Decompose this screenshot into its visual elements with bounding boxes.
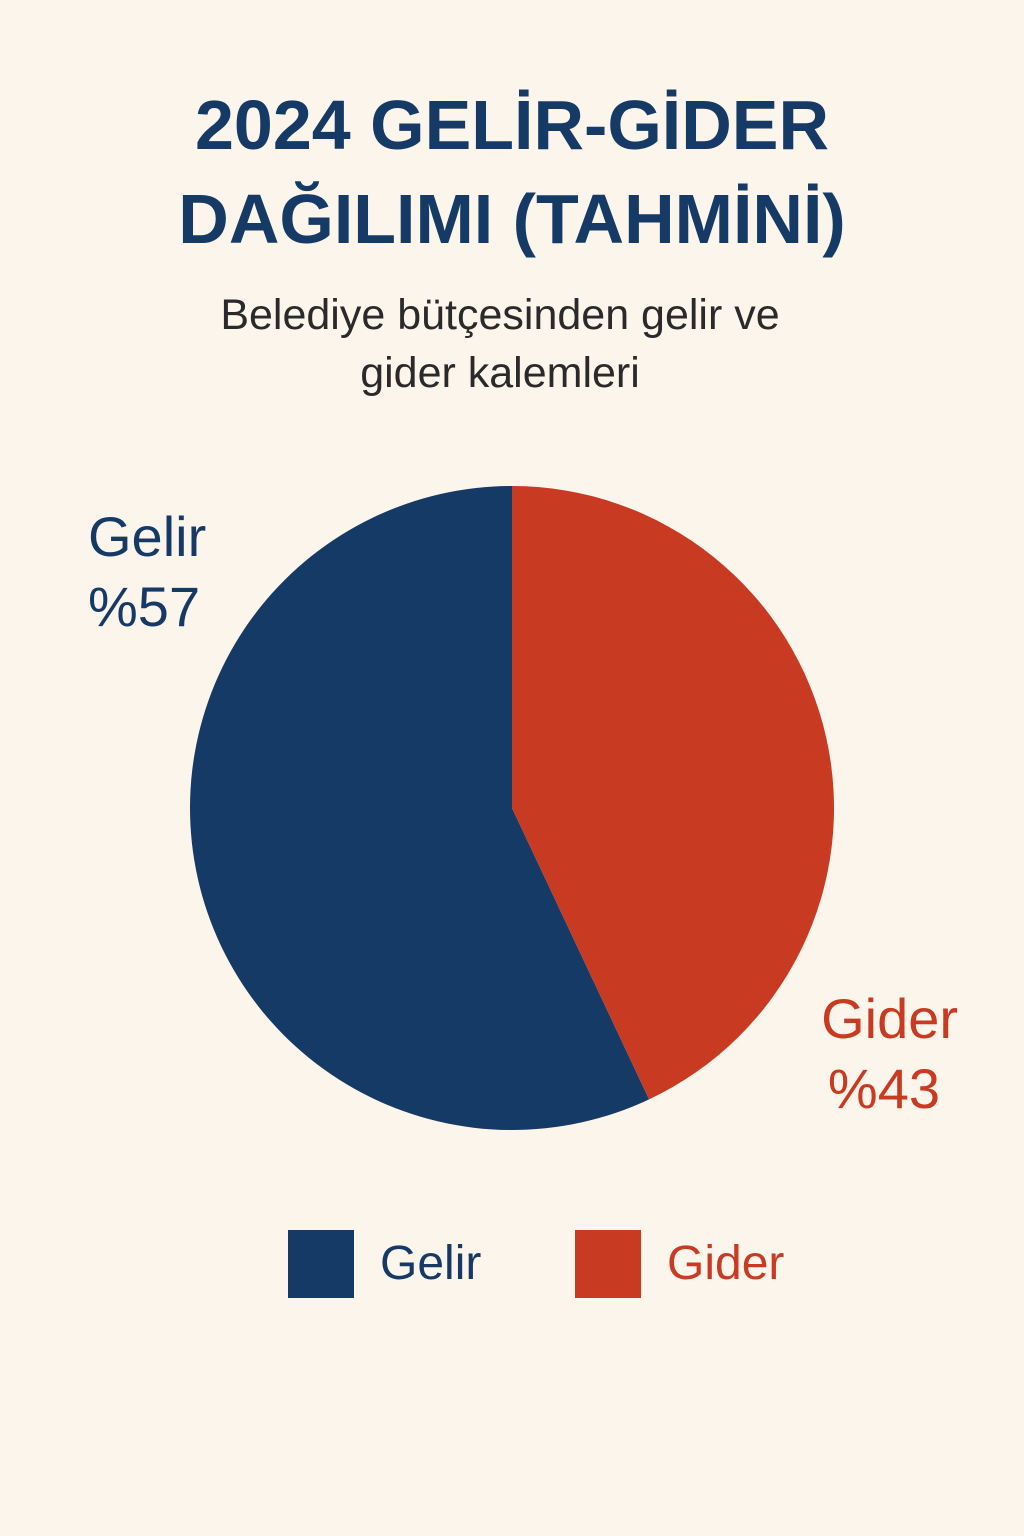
chart-subtitle: Belediye bütçesinden gelir ve gider kale… [0, 286, 1000, 402]
slice-label-gelir-percent: %57 [88, 575, 200, 638]
legend-swatch-gider [575, 1230, 641, 1298]
legend-label-gider: Gider [667, 1237, 785, 1290]
chart-title-line-2: DAĞILIMI (TAHMİNİ) [178, 180, 846, 258]
slice-label-gider-percent: %43 [828, 1057, 940, 1120]
slice-label-gelir-name: Gelir [88, 505, 206, 568]
chart-title-line-1: 2024 GELİR-GİDER [194, 86, 830, 164]
chart-title: 2024 GELİR-GİDER DAĞILIMI (TAHMİNİ) [0, 78, 1024, 266]
legend-swatch-gelir [288, 1230, 354, 1298]
pie-slice-gider [512, 486, 835, 1100]
chart-subtitle-line-1: Belediye bütçesinden gelir ve [220, 291, 780, 339]
chart-legend: Gelir Gider [0, 1230, 1024, 1298]
pie-slice-gelir [190, 486, 650, 1131]
slice-label-gider-name: Gider [821, 987, 958, 1050]
legend-label-gelir: Gelir [380, 1237, 482, 1290]
chart-subtitle-line-2: gider kalemleri [360, 349, 640, 397]
